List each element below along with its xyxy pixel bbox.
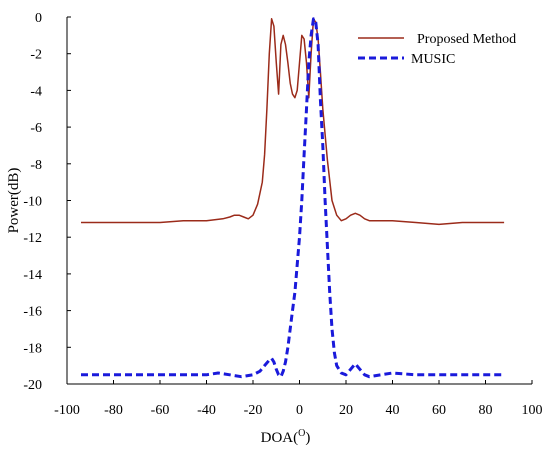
y-tick-label: -2: [30, 48, 42, 63]
x-tick-label: 80: [479, 403, 493, 418]
x-tick-label: -40: [197, 403, 216, 418]
y-tick-label: 0: [35, 11, 42, 26]
y-ticks: 0 -2 -4 -6 -8 -10 -12 -14 -16 -18 -20: [23, 11, 71, 393]
x-tick-label: -100: [54, 403, 80, 418]
x-tick-label: -20: [244, 403, 263, 418]
legend-label-music: MUSIC: [411, 52, 455, 67]
x-axis-title: DOA(O): [261, 428, 311, 446]
series-layer: [81, 17, 505, 379]
y-tick-label: -16: [23, 305, 42, 320]
x-axis-title-superscript: O: [298, 428, 305, 439]
x-tick-label: 40: [386, 403, 400, 418]
x-tick-label: 20: [339, 403, 353, 418]
x-axis-title-close: ): [305, 430, 310, 446]
x-tick-label: 0: [296, 403, 303, 418]
y-tick-label: -20: [23, 378, 42, 393]
x-tick-label: -60: [151, 403, 170, 418]
x-axis-title-main: DOA(: [261, 430, 299, 446]
y-tick-label: -18: [23, 341, 42, 356]
x-tick-label: 100: [522, 403, 543, 418]
legend: Proposed Method MUSIC: [358, 32, 516, 67]
x-ticks: -100 -80 -60 -40 -20 0 20 40 60 80 100: [54, 380, 543, 418]
y-tick-label: -6: [30, 121, 42, 136]
series-line-proposed-method: [81, 18, 505, 226]
x-tick-label: 60: [432, 403, 446, 418]
y-tick-label: -12: [23, 231, 42, 246]
legend-label-proposed-method: Proposed Method: [417, 32, 516, 47]
y-axis-title: Power(dB): [6, 168, 22, 234]
axes: [66, 17, 532, 385]
y-tick-label: -8: [30, 158, 42, 173]
y-tick-label: -4: [30, 84, 42, 99]
y-tick-label: -14: [23, 268, 42, 283]
series-line-music: [81, 17, 505, 379]
y-tick-label: -10: [23, 195, 42, 210]
x-tick-label: -80: [104, 403, 123, 418]
